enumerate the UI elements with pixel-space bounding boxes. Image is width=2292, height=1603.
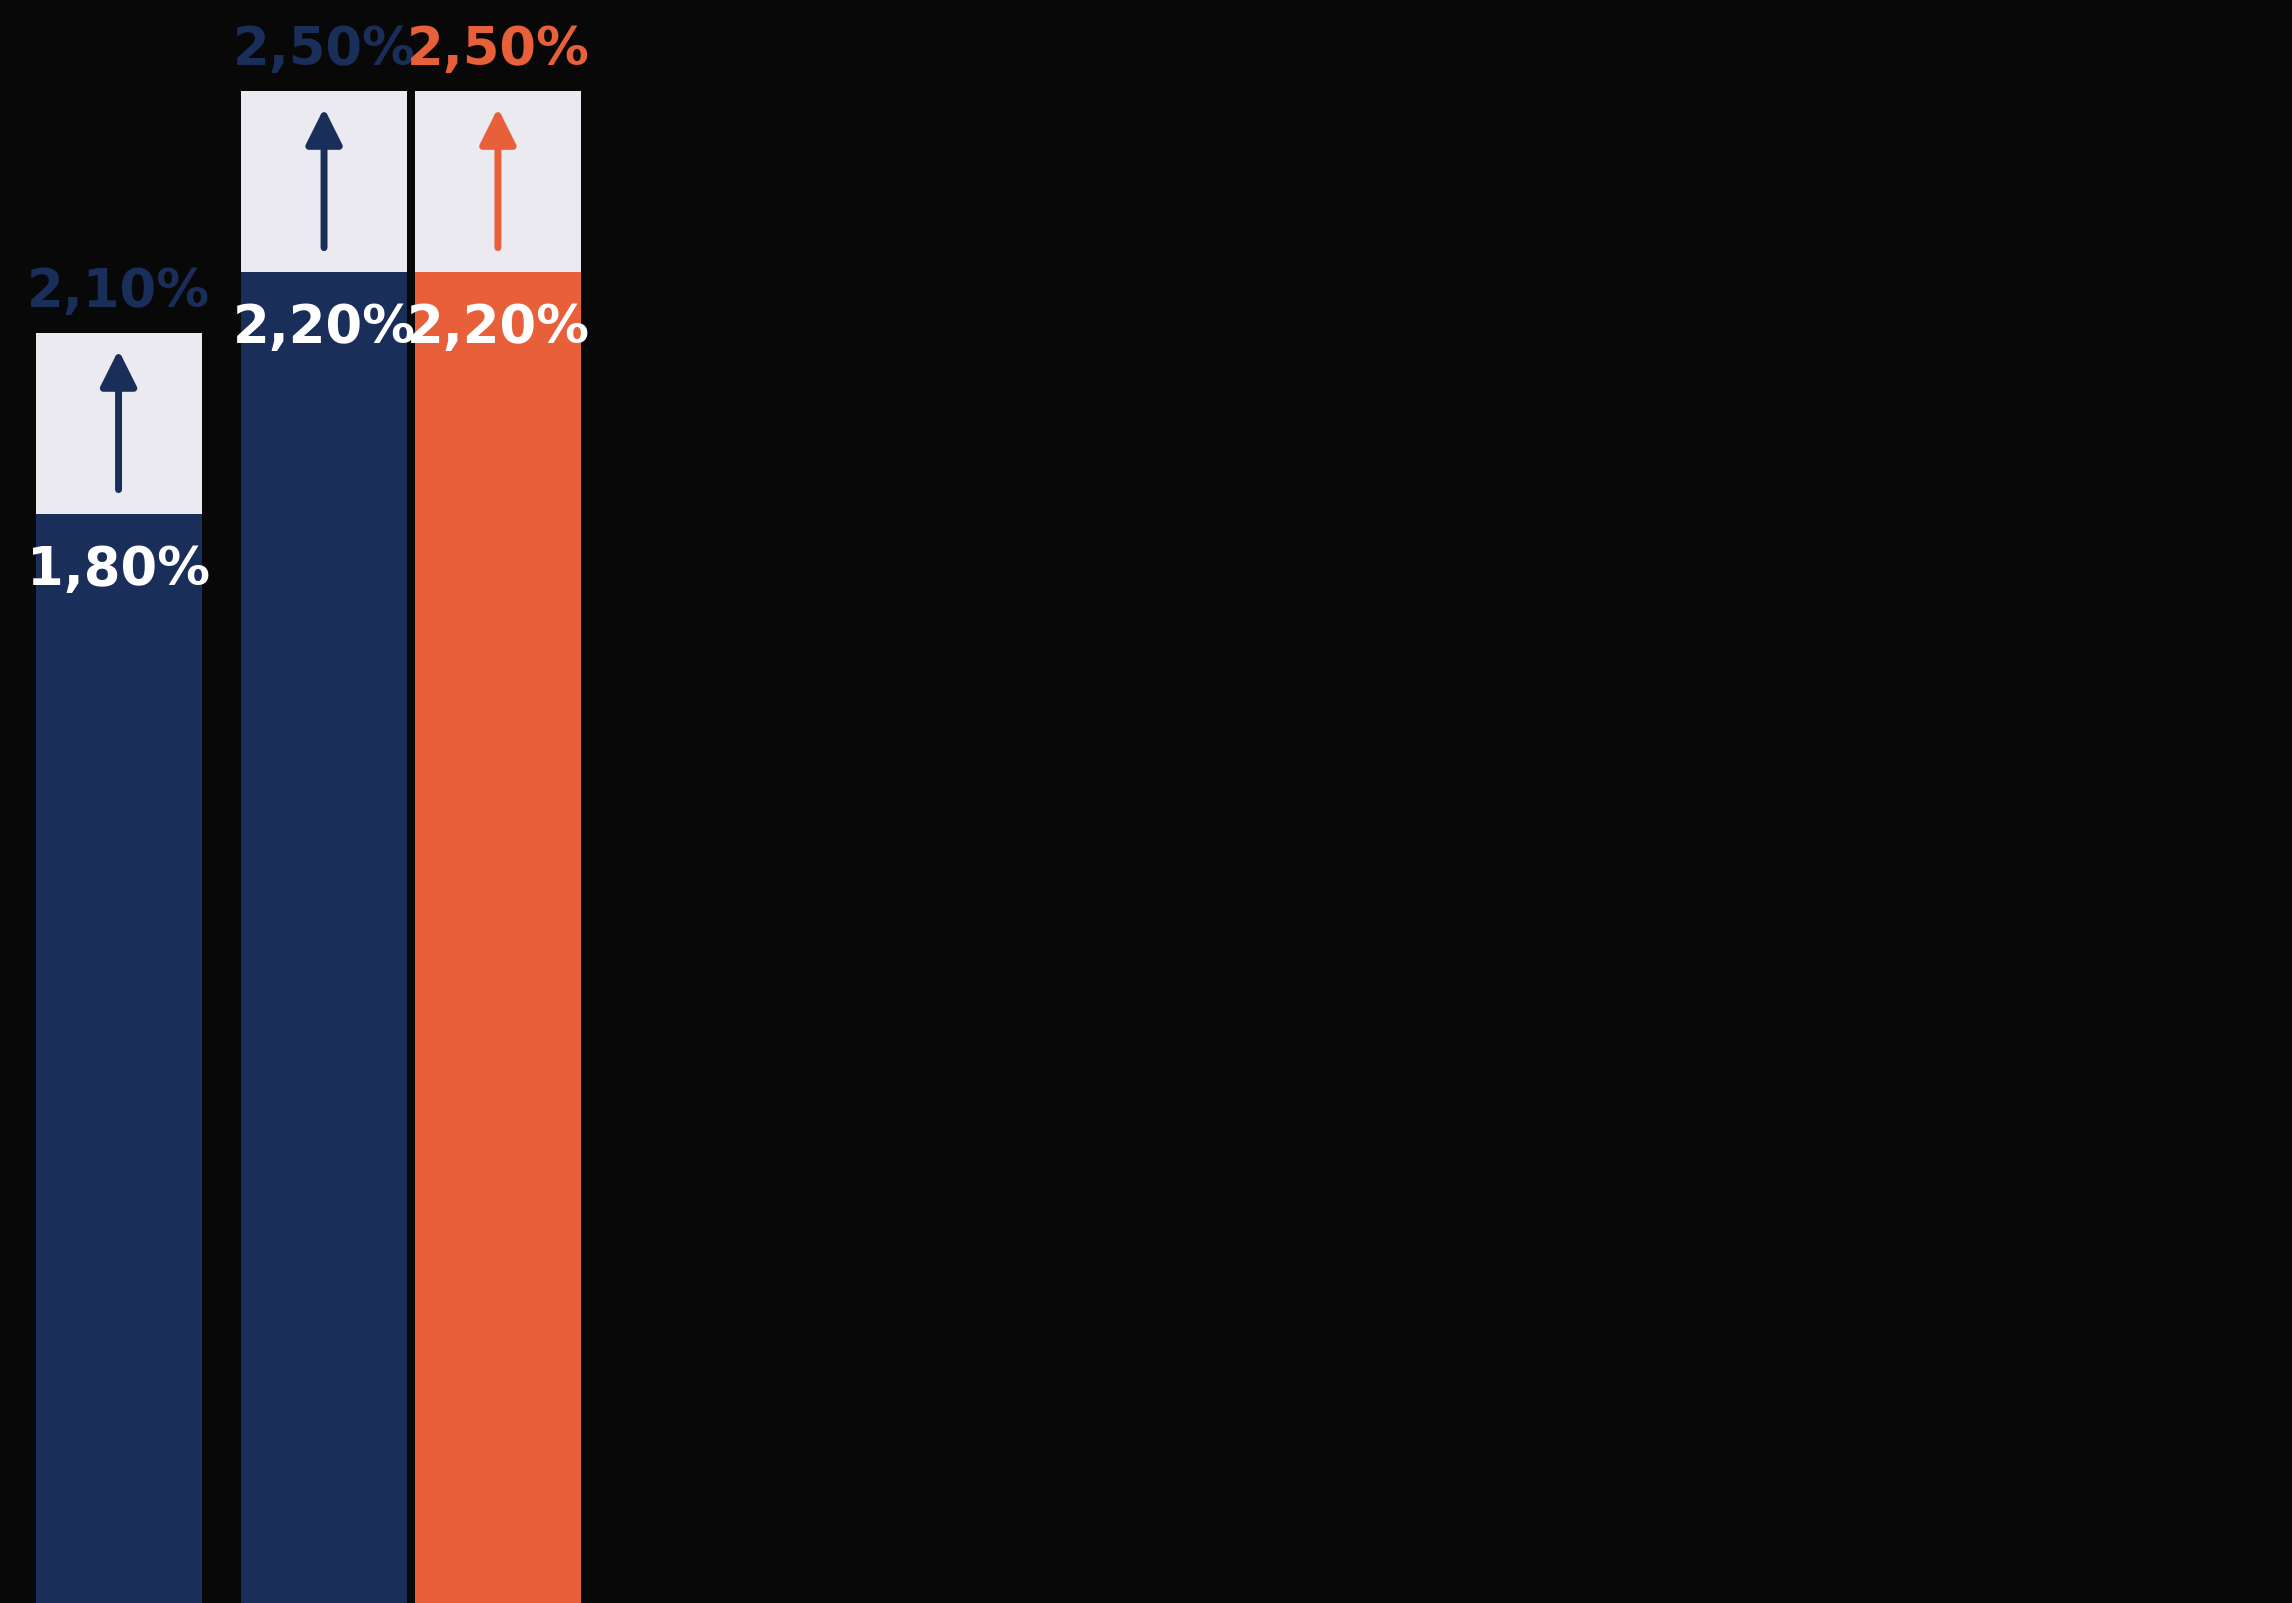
Bar: [415, 91, 580, 273]
Bar: [37, 333, 202, 515]
Text: 2,10%: 2,10%: [28, 266, 211, 317]
Bar: [415, 273, 580, 1603]
Bar: [241, 91, 408, 273]
Bar: [37, 515, 202, 1603]
Text: 2,50%: 2,50%: [231, 24, 415, 75]
Bar: [241, 273, 408, 1603]
Text: 2,20%: 2,20%: [406, 303, 589, 354]
Text: 2,20%: 2,20%: [231, 303, 415, 354]
Text: 2,50%: 2,50%: [406, 24, 589, 75]
Text: 1,80%: 1,80%: [28, 545, 211, 596]
